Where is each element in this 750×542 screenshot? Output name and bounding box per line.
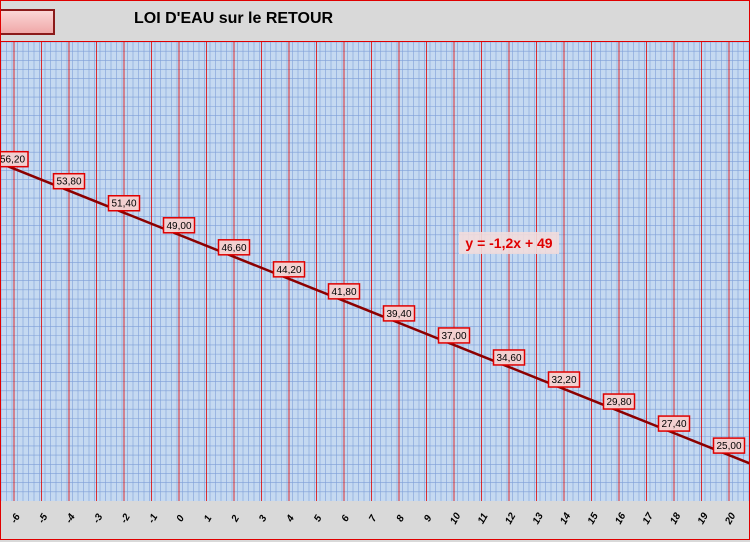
x-tick-label: -4 — [64, 512, 78, 526]
equation-box — [459, 232, 559, 254]
x-tick-label: 4 — [284, 513, 297, 525]
data-label-box — [712, 437, 746, 454]
data-point: 49,00 — [162, 217, 196, 234]
data-point: 41,80 — [327, 283, 361, 300]
x-tick-label: 16 — [613, 511, 628, 527]
data-label-box — [162, 217, 196, 234]
data-label-box — [272, 261, 306, 278]
data-label: 41,80 — [331, 287, 356, 298]
data-label-box — [382, 305, 416, 322]
data-label-box — [547, 371, 581, 388]
data-point: 27,40 — [657, 415, 691, 432]
x-tick-label: 1 — [202, 513, 215, 524]
x-tick-label: 3 — [257, 513, 270, 524]
data-label: 34,60 — [496, 353, 521, 364]
data-label: 44,20 — [276, 265, 301, 276]
data-point: 44,20 — [272, 261, 306, 278]
x-tick-label: 18 — [668, 511, 683, 527]
data-label: 56,20 — [1, 155, 25, 166]
data-label-box — [217, 239, 251, 256]
x-tick-label: 15 — [586, 511, 601, 527]
data-label: 49,00 — [166, 221, 191, 232]
x-axis-ticks: -6 -5 -4 -3 -2 -1 0 1 2 3 4 5 6 7 8 9 10 11 12 13 14 15 16 17 18… — [9, 511, 739, 527]
header-button[interactable] — [1, 9, 55, 35]
x-tick-label: 8 — [395, 513, 408, 524]
data-label-box — [437, 327, 471, 344]
data-label: 25,00 — [716, 441, 741, 452]
data-point: 56,20 — [1, 150, 29, 168]
data-label: 51,40 — [111, 199, 136, 210]
x-tick-label: 6 — [340, 513, 353, 524]
x-tick-label: 5 — [312, 513, 325, 524]
data-label-box — [492, 349, 526, 366]
x-tick-label: -3 — [91, 512, 105, 526]
x-tick-label: -2 — [119, 512, 133, 526]
data-label: 46,60 — [221, 243, 246, 254]
x-tick-label: 9 — [422, 513, 435, 524]
x-tick-label: -6 — [9, 512, 23, 526]
x-tick-label: -5 — [36, 512, 50, 526]
x-tick-label: 10 — [448, 511, 463, 527]
equation-annotation: y = -1,2x + 49 — [459, 232, 559, 254]
x-tick-label: 0 — [175, 513, 188, 524]
data-point: 32,20 — [547, 371, 581, 388]
data-label-box — [657, 415, 691, 432]
data-label: 29,80 — [606, 397, 631, 408]
data-label-box — [52, 172, 86, 190]
data-point: 51,40 — [107, 194, 141, 212]
x-tick-label: 19 — [696, 511, 711, 527]
data-point: 37,00 — [437, 327, 471, 344]
data-label-box — [1, 150, 29, 168]
data-point: 53,80 — [52, 172, 86, 190]
data-label: 37,00 — [441, 331, 466, 342]
x-tick-label: 12 — [503, 511, 518, 527]
data-label-box — [327, 283, 361, 300]
data-label: 32,20 — [551, 375, 576, 386]
x-tick-label: 11 — [476, 511, 491, 526]
data-point: 46,60 — [217, 239, 251, 256]
data-label: 53,80 — [56, 177, 81, 188]
x-tick-label: 17 — [641, 511, 656, 527]
data-label-box — [107, 194, 141, 212]
equation-label: y = -1,2x + 49 — [465, 235, 552, 251]
header-bar: LOI D'EAU sur le RETOUR — [1, 1, 749, 39]
data-point: 39,40 — [382, 305, 416, 322]
data-point: 34,60 — [492, 349, 526, 366]
data-point: 29,80 — [602, 393, 636, 410]
data-label: 39,40 — [386, 309, 411, 320]
chart-title: LOI D'EAU sur le RETOUR — [134, 10, 334, 27]
x-tick-label: 2 — [229, 513, 242, 525]
data-point: 25,00 — [712, 437, 746, 454]
trend-line — [1, 162, 749, 465]
x-tick-label: -1 — [146, 512, 160, 526]
x-tick-label: 14 — [558, 511, 573, 527]
line-chart: 56,20 53,80 51,40 49,00 46,60 44,20 41,80 39,40… — [1, 42, 749, 527]
data-label: 27,40 — [661, 419, 686, 430]
x-tick-label: 20 — [723, 511, 739, 527]
x-tick-label: 13 — [531, 511, 546, 527]
plot-area: 56,20 53,80 51,40 49,00 46,60 44,20 41,80 39,40… — [1, 41, 749, 527]
x-tick-label: 7 — [367, 513, 380, 524]
data-label-box — [602, 393, 636, 410]
